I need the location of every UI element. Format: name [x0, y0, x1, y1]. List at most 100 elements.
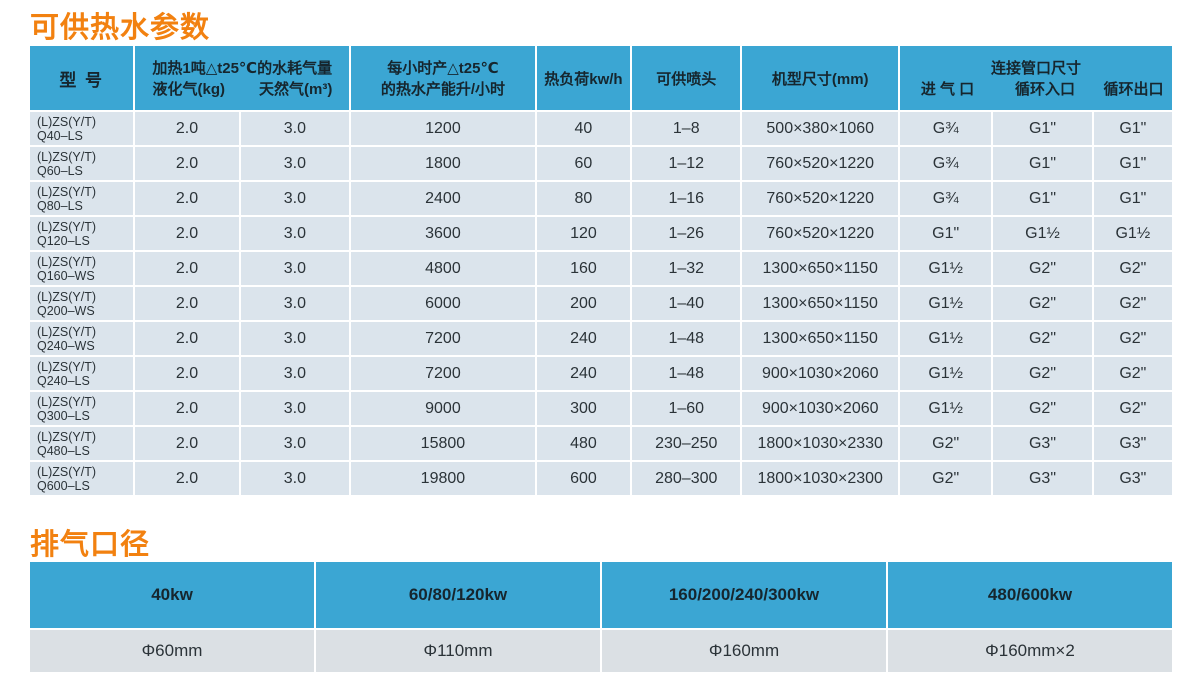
- cell-gas-inlet: G1": [900, 217, 992, 250]
- col-header-model: 型 号: [30, 46, 134, 110]
- cell-dimensions: 1800×1030×2330: [742, 427, 898, 460]
- cell-capacity: 1800: [351, 147, 535, 180]
- cell-diameter-160-200-240-300kw: Φ160mm: [602, 630, 886, 672]
- cell-natural-gas: 3.0: [240, 392, 350, 425]
- cell-circulation-outlet: G3": [1093, 462, 1172, 495]
- cell-circulation-outlet: G2": [1093, 357, 1172, 390]
- cell-nozzles: 1–32: [632, 252, 741, 285]
- cell-dimensions: 1800×1030×2300: [742, 462, 898, 495]
- cell-circulation-inlet: G1": [993, 182, 1092, 215]
- cell-nozzles: 1–16: [632, 182, 741, 215]
- cell-capacity: 7200: [351, 357, 535, 390]
- cell-heat-load: 120: [536, 217, 631, 250]
- cell-natural-gas: 3.0: [240, 112, 350, 145]
- cell-circulation-inlet: G1½: [993, 217, 1092, 250]
- cell-lpg: 2.0: [135, 147, 239, 180]
- col-header-circulation-outlet: 循环出口: [1103, 81, 1164, 98]
- cell-circulation-inlet: G3": [993, 427, 1092, 460]
- cell-gas-inlet: G1½: [900, 357, 992, 390]
- cell-circulation-inlet: G2": [993, 322, 1092, 355]
- table-row: (L)ZS(Y/T) Q240–LS 2.0 3.0 7200 240 1–48 …: [30, 357, 1172, 390]
- cell-model: (L)ZS(Y/T) Q160–WS: [30, 252, 134, 285]
- cell-nozzles: 230–250: [632, 427, 741, 460]
- cell-circulation-outlet: G1": [1093, 112, 1172, 145]
- table-row: (L)ZS(Y/T) Q600–LS 2.0 3.0 19800 600 280–…: [30, 462, 1172, 495]
- cell-lpg: 2.0: [135, 427, 239, 460]
- cell-nozzles: 1–12: [632, 147, 741, 180]
- cell-heat-load: 480: [536, 427, 631, 460]
- col-header-480-600kw: 480/600kw: [888, 562, 1172, 628]
- cell-circulation-inlet: G3": [993, 462, 1092, 495]
- cell-model: (L)ZS(Y/T) Q600–LS: [30, 462, 134, 495]
- cell-gas-inlet: G1½: [900, 287, 992, 320]
- cell-gas-inlet: G¾: [900, 147, 992, 180]
- cell-dimensions: 760×520×1220: [742, 147, 898, 180]
- cell-diameter-480-600kw: Φ160mm×2: [888, 630, 1172, 672]
- cell-lpg: 2.0: [135, 112, 239, 145]
- cell-lpg: 2.0: [135, 322, 239, 355]
- cell-natural-gas: 3.0: [240, 182, 350, 215]
- hot-water-parameters-table: 型 号 加热1吨△t25℃的水耗气量 液化气(kg) 天然气(m³) 每小时产△…: [28, 44, 1174, 497]
- cell-capacity: 2400: [351, 182, 535, 215]
- cell-model: (L)ZS(Y/T) Q60–LS: [30, 147, 134, 180]
- cell-capacity: 7200: [351, 322, 535, 355]
- col-header-circulation-inlet: 循环入口: [1014, 81, 1075, 98]
- cell-dimensions: 1300×650×1150: [742, 252, 898, 285]
- cell-nozzles: 280–300: [632, 462, 741, 495]
- cell-natural-gas: 3.0: [240, 427, 350, 460]
- table-row: (L)ZS(Y/T) Q300–LS 2.0 3.0 9000 300 1–60 …: [30, 392, 1172, 425]
- cell-dimensions: 500×380×1060: [742, 112, 898, 145]
- cell-gas-inlet: G1½: [900, 322, 992, 355]
- cell-nozzles: 1–26: [632, 217, 741, 250]
- cell-gas-inlet: G¾: [900, 112, 992, 145]
- col-header-natural-gas: 天然气(m³): [259, 81, 333, 98]
- cell-circulation-outlet: G1": [1093, 182, 1172, 215]
- col-header-gas-inlet: 进 气 口: [920, 81, 975, 98]
- cell-circulation-outlet: G1½: [1093, 217, 1172, 250]
- cell-lpg: 2.0: [135, 462, 239, 495]
- cell-gas-inlet: G1½: [900, 252, 992, 285]
- cell-lpg: 2.0: [135, 252, 239, 285]
- cell-dimensions: 1300×650×1150: [742, 322, 898, 355]
- cell-dimensions: 760×520×1220: [742, 182, 898, 215]
- gas-group-title: 加热1吨△t25℃的水耗气量: [152, 60, 333, 77]
- cell-natural-gas: 3.0: [240, 462, 350, 495]
- cell-gas-inlet: G1½: [900, 392, 992, 425]
- cell-model: (L)ZS(Y/T) Q240–WS: [30, 322, 134, 355]
- table-row: (L)ZS(Y/T) Q80–LS 2.0 3.0 2400 80 1–16 76…: [30, 182, 1172, 215]
- cell-lpg: 2.0: [135, 217, 239, 250]
- cell-gas-inlet: G2": [900, 462, 992, 495]
- cell-model: (L)ZS(Y/T) Q300–LS: [30, 392, 134, 425]
- cell-model: (L)ZS(Y/T) Q240–LS: [30, 357, 134, 390]
- cell-capacity: 19800: [351, 462, 535, 495]
- col-header-capacity: 每小时产△t25℃ 的热水产能升/小时: [351, 46, 535, 110]
- cell-heat-load: 240: [536, 357, 631, 390]
- cell-circulation-outlet: G3": [1093, 427, 1172, 460]
- cell-dimensions: 760×520×1220: [742, 217, 898, 250]
- table-row: (L)ZS(Y/T) Q200–WS 2.0 3.0 6000 200 1–40 …: [30, 287, 1172, 320]
- cell-nozzles: 1–48: [632, 322, 741, 355]
- cell-lpg: 2.0: [135, 182, 239, 215]
- cell-dimensions: 1300×650×1150: [742, 287, 898, 320]
- col-header-160-200-240-300kw: 160/200/240/300kw: [602, 562, 886, 628]
- section-title-exhaust-diameter: 排气口径: [30, 529, 151, 561]
- cell-circulation-outlet: G1": [1093, 147, 1172, 180]
- cell-dimensions: 900×1030×2060: [742, 392, 898, 425]
- cell-natural-gas: 3.0: [240, 322, 350, 355]
- cell-heat-load: 40: [536, 112, 631, 145]
- cell-dimensions: 900×1030×2060: [742, 357, 898, 390]
- header-row: 40kw 60/80/120kw 160/200/240/300kw 480/6…: [30, 562, 1172, 628]
- cell-lpg: 2.0: [135, 357, 239, 390]
- cell-natural-gas: 3.0: [240, 252, 350, 285]
- connection-group-title: 连接管口尺寸: [990, 60, 1081, 77]
- cell-model: (L)ZS(Y/T) Q120–LS: [30, 217, 134, 250]
- cell-natural-gas: 3.0: [240, 287, 350, 320]
- cell-nozzles: 1–8: [632, 112, 741, 145]
- cell-gas-inlet: G¾: [900, 182, 992, 215]
- header-row: 型 号 加热1吨△t25℃的水耗气量 液化气(kg) 天然气(m³) 每小时产△…: [30, 46, 1172, 110]
- cell-capacity: 3600: [351, 217, 535, 250]
- cell-model: (L)ZS(Y/T) Q80–LS: [30, 182, 134, 215]
- cell-capacity: 1200: [351, 112, 535, 145]
- cell-circulation-inlet: G1": [993, 147, 1092, 180]
